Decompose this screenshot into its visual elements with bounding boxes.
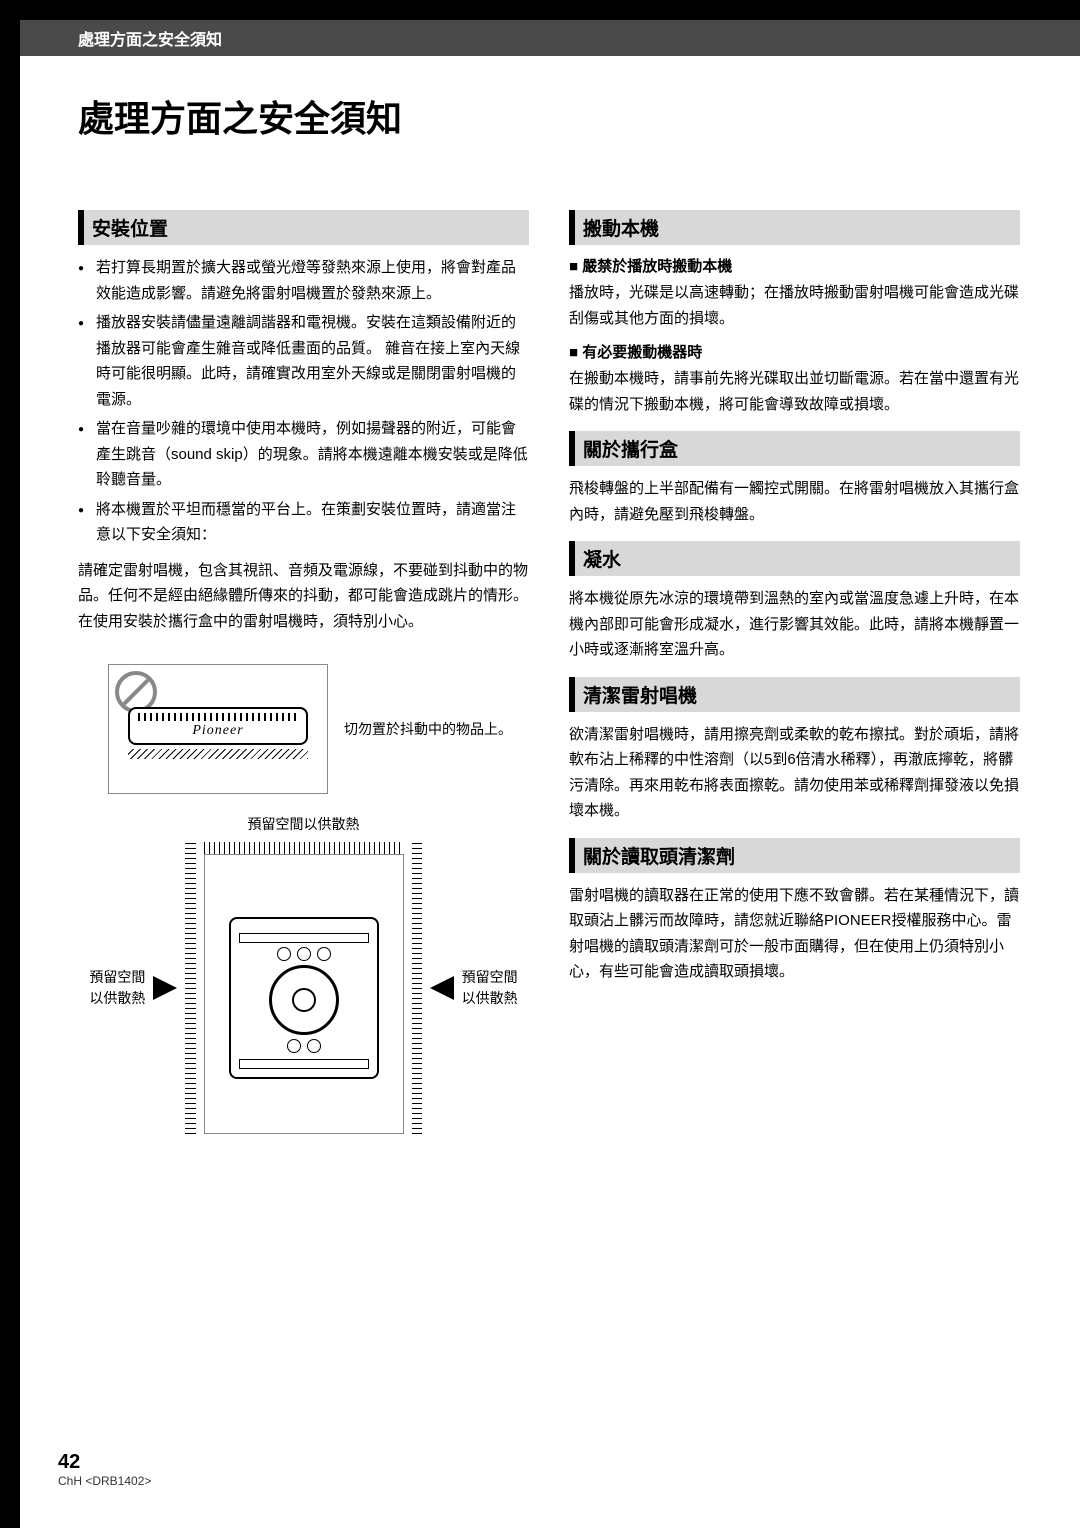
figure-ventilation-right-label: 預留空間以供散熱: [462, 967, 529, 1009]
bullet-item: 播放器安裝請儘量遠離調諧器和電視機。安裝在這類設備附近的播放器可能會產生雜音或降…: [78, 310, 529, 412]
section-head-move: 搬動本機: [569, 210, 1020, 245]
figure-ventilation-device: [204, 854, 404, 1134]
bullet-item: 若打算長期置於擴大器或螢光燈等發熱來源上使用，將會對產品效能造成影響。請避免將雷…: [78, 255, 529, 306]
figure-ventilation: 預留空間以供散熱 預留空間以供散熱: [78, 814, 529, 1134]
section-head-lens: 關於讀取頭清潔劑: [569, 838, 1020, 873]
page-footer: 42 ChH <DRB1402>: [58, 1451, 151, 1488]
header-breadcrumb: 處理方面之安全須知: [20, 20, 1080, 56]
left-column: 安裝位置 若打算長期置於擴大器或螢光燈等發熱來源上使用，將會對產品效能造成影響。…: [78, 196, 529, 1134]
page-number: 42: [58, 1451, 151, 1474]
figure-vibration-image: Pioneer: [108, 664, 328, 794]
brand-label: Pioneer: [138, 723, 298, 739]
bullet-item: 當在音量吵雜的環境中使用本機時，例如揚聲器的附近，可能會產生跳音（sound s…: [78, 416, 529, 493]
subhead-no-move-playing: ■ 嚴禁於播放時搬動本機: [569, 255, 1020, 276]
page: 處理方面之安全須知 處理方面之安全須知 安裝位置 若打算長期置於擴大器或螢光燈等…: [0, 0, 1080, 1528]
page-title: 處理方面之安全須知: [78, 90, 1080, 142]
hatch-graphic: [204, 842, 404, 854]
move-paragraph-1: 播放時，光碟是以高速轉動；在播放時搬動雷射唱機可能會造成光碟刮傷或其他方面的損壞…: [569, 280, 1020, 331]
figure-ventilation-left-label: 預留空間以供散熱: [78, 967, 145, 1009]
right-column: 搬動本機 ■ 嚴禁於播放時搬動本機 播放時，光碟是以高速轉動；在播放時搬動雷射唱…: [569, 196, 1020, 1134]
hatch-graphic: [412, 842, 422, 1134]
install-paragraph: 請確定雷射唱機，包含其視訊、音頻及電源線，不要碰到抖動中的物品。任何不是經由絕緣…: [78, 558, 529, 635]
section-head-install: 安裝位置: [78, 210, 529, 245]
move-paragraph-2: 在搬動本機時，請事前先將光碟取出並切斷電源。若在當中還置有光碟的情況下搬動本機，…: [569, 366, 1020, 417]
figure-vibration: Pioneer 切勿置於抖動中的物品上。: [108, 664, 529, 794]
clean-paragraph: 欲清潔雷射唱機時，請用擦亮劑或柔軟的乾布擦拭。對於頑垢，請將軟布沾上稀釋的中性溶…: [569, 722, 1020, 824]
left-bar: [0, 0, 20, 1528]
section-head-condensation: 凝水: [569, 541, 1020, 576]
arrow-icon: [430, 976, 454, 1000]
footer-code: ChH <DRB1402>: [58, 1474, 151, 1488]
subhead-when-move: ■ 有必要搬動機器時: [569, 341, 1020, 362]
figure-vibration-caption: 切勿置於抖動中的物品上。: [344, 718, 512, 740]
top-bar: [0, 0, 1080, 20]
lens-paragraph: 雷射唱機的讀取器在正常的使用下應不致會髒。若在某種情況下，讀取頭沾上髒污而故障時…: [569, 883, 1020, 985]
section-head-case: 關於攜行盒: [569, 431, 1020, 466]
figure-ventilation-top-label: 預留空間以供散熱: [78, 814, 529, 834]
hatch-graphic: [185, 842, 195, 1134]
install-bullets: 若打算長期置於擴大器或螢光燈等發熱來源上使用，將會對產品效能造成影響。請避免將雷…: [78, 255, 529, 548]
condensation-paragraph: 將本機從原先冰涼的環境帶到溫熱的室內或當溫度急遽上升時，在本機內部即可能會形成凝…: [569, 586, 1020, 663]
content-columns: 安裝位置 若打算長期置於擴大器或螢光燈等發熱來源上使用，將會對產品效能造成影響。…: [20, 166, 1080, 1134]
section-head-clean: 清潔雷射唱機: [569, 677, 1020, 712]
bullet-item: 將本機置於平坦而穩當的平台上。在策劃安裝位置時，請適當注意以下安全須知：: [78, 497, 529, 548]
arrow-icon: [153, 976, 177, 1000]
case-paragraph: 飛梭轉盤的上半部配備有一觸控式開關。在將雷射唱機放入其攜行盒內時，請避免壓到飛梭…: [569, 476, 1020, 527]
